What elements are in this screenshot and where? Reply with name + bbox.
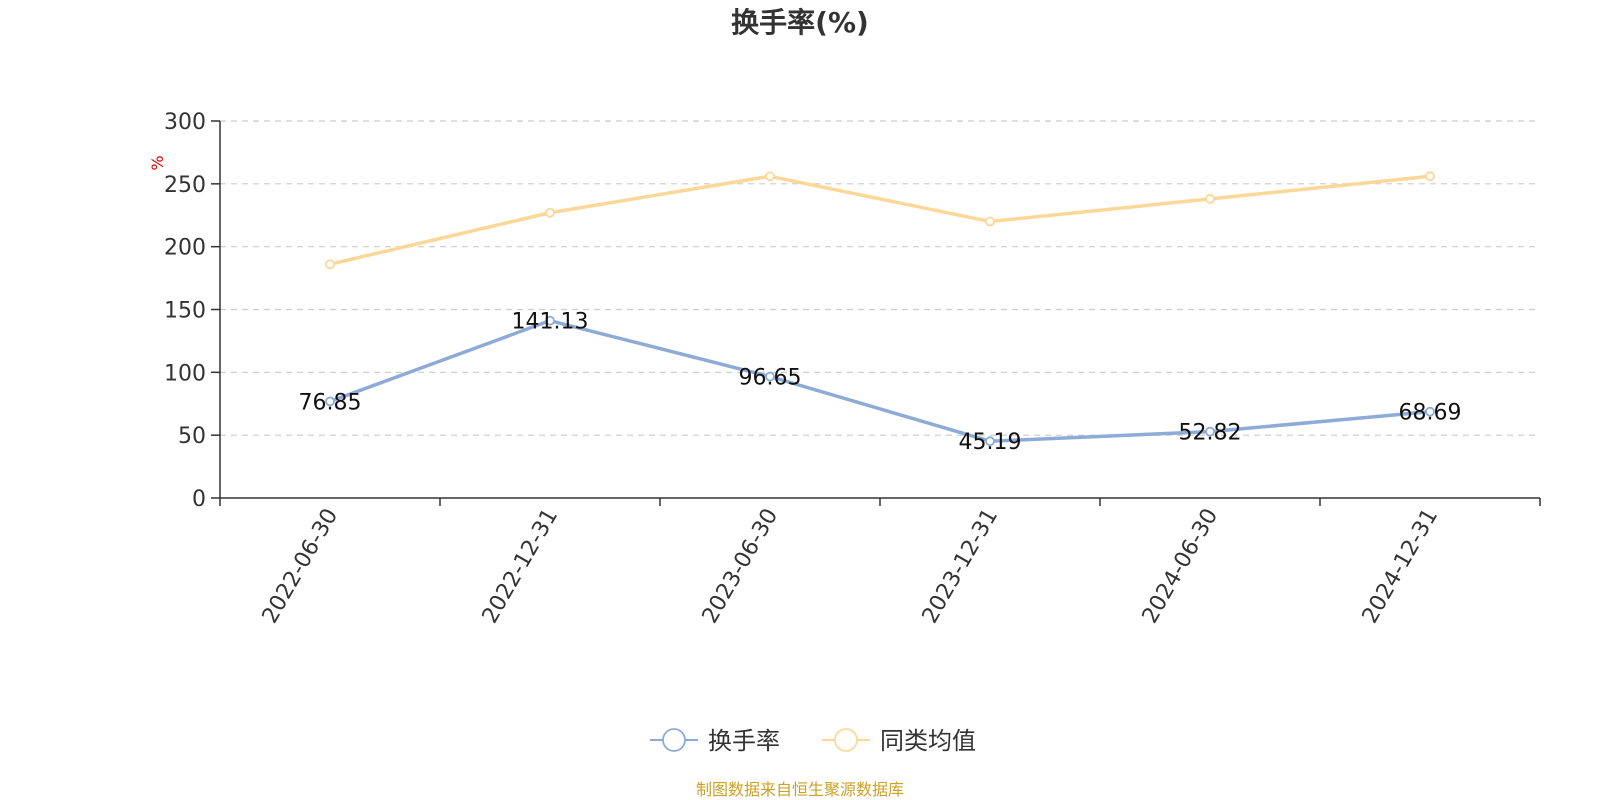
series-line-1 [329,174,1431,266]
data-label-0-3: 45.19 [959,430,1022,455]
y-tick-label-250: 250 [164,173,206,198]
data-point-0-3[interactable] [985,436,995,447]
data-point-0-1[interactable] [545,315,555,326]
legend[interactable]: 换手率 同类均值 [650,727,976,755]
data-label-0-5: 68.69 [1399,401,1462,426]
legend-marker-1 [834,728,858,752]
legend-marker-0 [662,728,686,752]
x-tick-label-2024-06-30: 2024-06-30 [1138,505,1224,628]
data-label-0-2: 96.65 [739,366,802,391]
legend-label-0: 换手率 [708,727,780,755]
data-point-1-4[interactable] [1205,194,1215,204]
data-label-0-4: 52.82 [1179,421,1242,446]
legend-item-peer-average[interactable]: 同类均值 [822,727,976,755]
y-tick-label-50: 50 [178,424,206,449]
gridlines [220,120,1540,436]
data-source-note: 制图数据来自恒生聚源数据库 [696,780,904,799]
data-point-1-0[interactable] [325,259,335,270]
y-tick-label-0: 0 [192,487,206,512]
series-peer-average [325,171,1435,270]
data-point-1-5[interactable] [1425,171,1435,182]
x-tick-label-2022-06-30: 2022-06-30 [258,505,344,628]
data-point-0-5[interactable] [1425,406,1435,417]
data-label-0-0: 76.85 [299,390,362,415]
y-tick-label-100: 100 [164,361,206,386]
series-turnover-rate: 76.85 141.13 96.65 45.19 52.82 68.69 [299,310,1462,456]
data-point-1-1[interactable] [545,207,555,218]
data-point-1-3[interactable] [985,216,995,227]
legend-label-1: 同类均值 [880,727,976,755]
x-tick-label-2023-12-31: 2023-12-31 [918,505,1004,628]
y-tick-label-300: 300 [164,110,206,135]
y-axis-ticks: 0 50 100 150 200 250 300 [164,110,220,512]
series-layer: 76.85 141.13 96.65 45.19 52.82 68.69 [299,171,1462,456]
data-point-0-4[interactable] [1205,426,1215,437]
data-label-0-1: 141.13 [512,310,589,335]
data-point-0-2[interactable] [765,371,775,382]
y-tick-label-150: 150 [164,299,206,324]
x-tick-label-2024-12-31: 2024-12-31 [1358,505,1444,628]
y-axis-unit: % [148,155,167,170]
legend-item-turnover-rate[interactable]: 换手率 [650,727,780,755]
data-point-0-0[interactable] [325,396,335,407]
series-line-0 [329,318,1431,443]
x-tick-label-2022-12-31: 2022-12-31 [478,505,564,628]
y-tick-label-200: 200 [164,236,206,261]
chart-title: 换手率(%) [731,6,869,39]
data-point-1-2[interactable] [765,171,775,182]
x-axis-ticks: 2022-06-30 2022-12-31 2023-06-30 2023-12-31… [219,498,1541,628]
x-tick-label-2023-06-30: 2023-06-30 [698,505,784,628]
